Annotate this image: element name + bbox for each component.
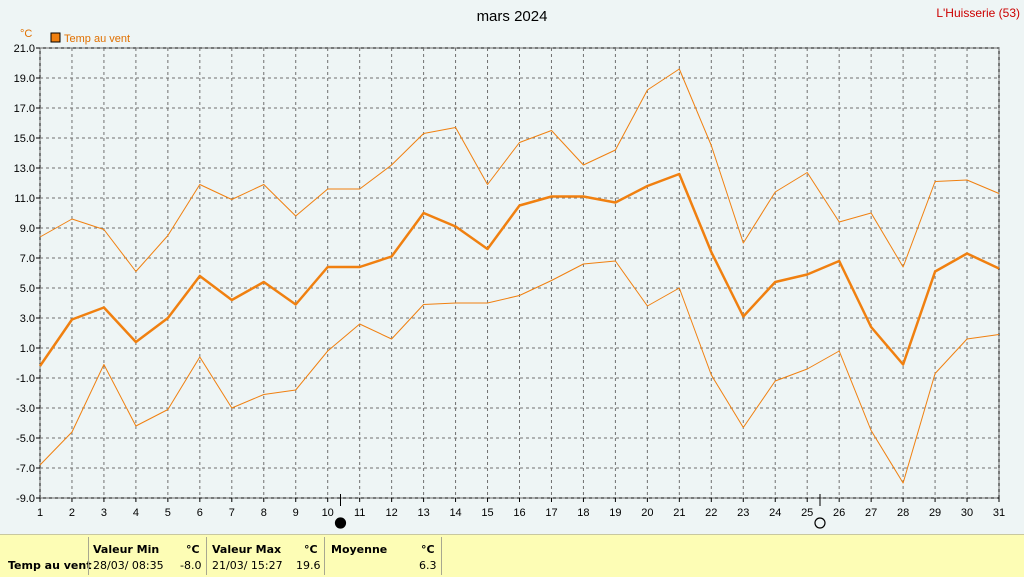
stats-divider (441, 537, 442, 575)
x-tick-label: 15 (481, 507, 493, 519)
y-tick-label: -1.0 (16, 373, 35, 385)
y-tick-label: 7.0 (20, 253, 35, 265)
avg-unit: °C (421, 543, 435, 556)
legend-label: Temp au vent (64, 33, 130, 45)
full-moon-icon (335, 518, 345, 528)
max-datetime: 21/03/ 15:27 (212, 559, 283, 572)
x-tick-label: 28 (897, 507, 909, 519)
x-tick-label: 10 (322, 507, 334, 519)
y-tick-label: 19.0 (14, 73, 35, 85)
stats-row-label: Temp au vent (8, 559, 91, 572)
x-tick-label: 16 (513, 507, 525, 519)
y-tick-label: -3.0 (16, 403, 35, 415)
location-label: L'Huisserie (53) (936, 6, 1020, 20)
max-header: Valeur Max (212, 543, 281, 556)
min-value: -8.0 (180, 559, 201, 572)
y-tick-label: 15.0 (14, 133, 35, 145)
y-tick-label: 1.0 (20, 343, 35, 355)
x-tick-label: 6 (197, 507, 203, 519)
y-tick-label: 3.0 (20, 313, 35, 325)
y-tick-label: -9.0 (16, 493, 35, 505)
temperature-chart: 21.0 19.0 17.0 15.0 13.0 11.0 9.0 7.0 5.0 3.0 1.0 -… (0, 0, 1024, 534)
y-tick-label: 5.0 (20, 283, 35, 295)
x-tick-label: 29 (929, 507, 941, 519)
y-tick-label: -5.0 (16, 433, 35, 445)
y-tick-label: 9.0 (20, 223, 35, 235)
x-tick-label: 22 (705, 507, 717, 519)
x-tick-label: 13 (417, 507, 429, 519)
x-tick-label: 18 (577, 507, 589, 519)
y-unit-label: °C (20, 28, 32, 40)
max-value: 19.6 (296, 559, 321, 572)
x-tick-label: 25 (801, 507, 813, 519)
x-tick-label: 12 (386, 507, 398, 519)
x-tick-label: 5 (165, 507, 171, 519)
min-header: Valeur Min (93, 543, 159, 556)
stats-divider (88, 537, 89, 575)
stats-bar: Temp au vent Valeur Min °C 28/03/ 08:35 … (0, 534, 1024, 577)
x-tick-label: 9 (293, 507, 299, 519)
x-tick-label: 27 (865, 507, 877, 519)
x-tick-label: 4 (133, 507, 139, 519)
x-tick-label: 21 (673, 507, 685, 519)
legend-swatch (51, 33, 60, 42)
x-tick-label: 19 (609, 507, 621, 519)
y-tick-label: 13.0 (14, 163, 35, 175)
avg-value: 6.3 (419, 559, 437, 572)
x-tick-label: 11 (354, 507, 365, 519)
avg-header: Moyenne (331, 543, 387, 556)
max-unit: °C (304, 543, 318, 556)
chart-title: mars 2024 (477, 8, 548, 25)
x-tick-label: 3 (101, 507, 107, 519)
x-tick-label: 7 (229, 507, 235, 519)
x-tick-label: 31 (993, 507, 1005, 519)
x-tick-label: 17 (545, 507, 557, 519)
x-tick-label: 14 (449, 507, 461, 519)
x-tick-label: 8 (261, 507, 267, 519)
x-tick-label: 1 (37, 507, 43, 519)
stats-divider (324, 537, 325, 575)
y-tick-label: 21.0 (14, 43, 35, 55)
min-datetime: 28/03/ 08:35 (93, 559, 164, 572)
y-tick-label: 17.0 (14, 103, 35, 115)
x-tick-label: 24 (769, 507, 781, 519)
stats-divider (206, 537, 207, 575)
min-unit: °C (186, 543, 200, 556)
x-tick-label: 30 (961, 507, 973, 519)
x-tick-label: 26 (833, 507, 845, 519)
y-tick-label: 11.0 (14, 193, 35, 205)
y-tick-label: -7.0 (16, 463, 35, 475)
x-tick-label: 23 (737, 507, 749, 519)
x-tick-label: 20 (641, 507, 653, 519)
x-tick-label: 2 (69, 507, 75, 519)
